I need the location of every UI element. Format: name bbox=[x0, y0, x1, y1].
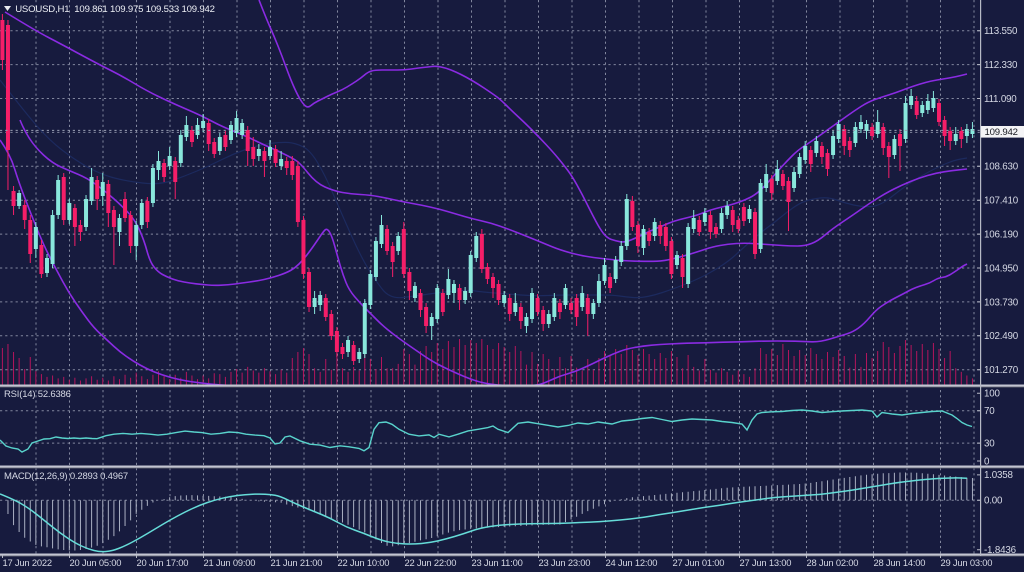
svg-text:100: 100 bbox=[984, 389, 1000, 400]
svg-text:20 Jun 17:00: 20 Jun 17:00 bbox=[137, 557, 189, 568]
svg-text:28 Jun 14:00: 28 Jun 14:00 bbox=[874, 557, 926, 568]
svg-text:102.490: 102.490 bbox=[984, 331, 1019, 342]
svg-text:23 Jun 23:00: 23 Jun 23:00 bbox=[539, 557, 591, 568]
svg-text:-1.8436: -1.8436 bbox=[984, 545, 1017, 556]
svg-text:112.330: 112.330 bbox=[984, 60, 1018, 71]
svg-text:103.730: 103.730 bbox=[984, 297, 1019, 308]
svg-text:RSI(14) 52.6386: RSI(14) 52.6386 bbox=[4, 389, 71, 400]
svg-text:104.950: 104.950 bbox=[984, 263, 1019, 274]
svg-text:24 Jun 12:00: 24 Jun 12:00 bbox=[606, 557, 658, 568]
svg-text:108.630: 108.630 bbox=[984, 162, 1019, 173]
svg-text:27 Jun 13:00: 27 Jun 13:00 bbox=[740, 557, 792, 568]
svg-text:21 Jun 21:00: 21 Jun 21:00 bbox=[271, 557, 323, 568]
svg-text:106.190: 106.190 bbox=[984, 230, 1019, 241]
svg-text:0: 0 bbox=[984, 456, 990, 467]
svg-text:109.942: 109.942 bbox=[985, 127, 1018, 138]
svg-text:22 Jun 10:00: 22 Jun 10:00 bbox=[338, 557, 390, 568]
svg-text:29 Jun 03:00: 29 Jun 03:00 bbox=[941, 557, 993, 568]
svg-text:107.410: 107.410 bbox=[984, 196, 1019, 207]
svg-text:17 Jun 2022: 17 Jun 2022 bbox=[3, 557, 52, 568]
svg-text:22 Jun 22:00: 22 Jun 22:00 bbox=[405, 557, 457, 568]
svg-text:101.270: 101.270 bbox=[984, 365, 1019, 376]
svg-text:USOUSD,H1 109.861 109.975 109: USOUSD,H1 109.861 109.975 109.533 109.94… bbox=[15, 4, 215, 15]
svg-text:70: 70 bbox=[984, 406, 995, 417]
svg-text:21 Jun 09:00: 21 Jun 09:00 bbox=[204, 557, 256, 568]
svg-text:20 Jun 05:00: 20 Jun 05:00 bbox=[70, 557, 122, 568]
svg-text:27 Jun 01:00: 27 Jun 01:00 bbox=[673, 557, 725, 568]
svg-text:1.0358: 1.0358 bbox=[984, 470, 1014, 481]
svg-text:111.090: 111.090 bbox=[984, 94, 1017, 105]
svg-text:23 Jun 11:00: 23 Jun 11:00 bbox=[472, 557, 523, 568]
svg-text:28 Jun 02:00: 28 Jun 02:00 bbox=[807, 557, 859, 568]
svg-text:30: 30 bbox=[984, 439, 995, 450]
svg-text:0.00: 0.00 bbox=[984, 496, 1003, 507]
svg-text:113.550: 113.550 bbox=[984, 26, 1018, 37]
svg-text:MACD(12,26,9) 0.2893 0.4967: MACD(12,26,9) 0.2893 0.4967 bbox=[4, 471, 128, 482]
